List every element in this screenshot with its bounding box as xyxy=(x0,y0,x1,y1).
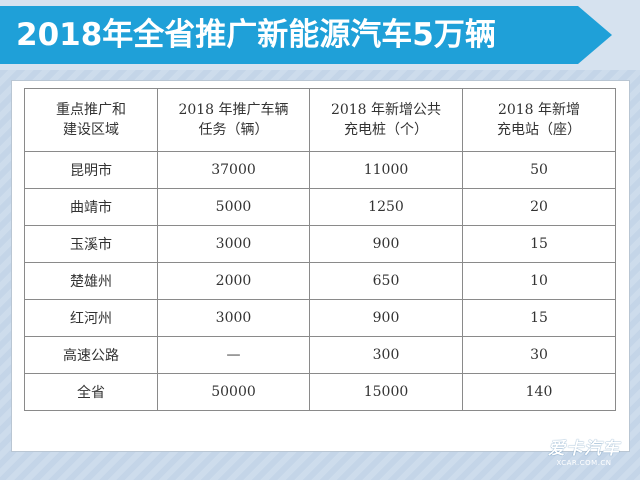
data-table: 重点推广和 建设区域 2018 年推广车辆 任务（辆） 2018 年新增公共 充… xyxy=(24,88,616,411)
cell-stations: 140 xyxy=(462,373,616,411)
cell-region: 高速公路 xyxy=(24,336,158,374)
cell-stations: 15 xyxy=(462,225,616,263)
header-line: 任务（辆） xyxy=(198,122,269,138)
table-row: 红河州 3000 900 15 xyxy=(24,299,616,337)
cell-region: 全省 xyxy=(24,373,158,411)
cell-piles: 900 xyxy=(309,299,463,337)
cell-region: 曲靖市 xyxy=(24,188,158,226)
cell-region: 红河州 xyxy=(24,299,158,337)
header-region: 重点推广和 建设区域 xyxy=(24,88,158,152)
cell-piles: 1250 xyxy=(309,188,463,226)
banner: 2018年全省推广新能源汽车5万辆 xyxy=(0,0,640,70)
cell-vehicles: 3000 xyxy=(157,225,310,263)
cell-stations: 30 xyxy=(462,336,616,374)
cell-vehicles: 5000 xyxy=(157,188,310,226)
table-header-row: 重点推广和 建设区域 2018 年推广车辆 任务（辆） 2018 年新增公共 充… xyxy=(24,88,616,152)
header-line: 重点推广和 xyxy=(56,102,126,118)
cell-region: 楚雄州 xyxy=(24,262,158,300)
cell-stations: 20 xyxy=(462,188,616,226)
header-charging-stations: 2018 年新增 充电站（座） xyxy=(462,88,616,152)
cell-stations: 15 xyxy=(462,299,616,337)
cell-piles: 15000 xyxy=(309,373,463,411)
cell-region: 昆明市 xyxy=(24,151,158,189)
cell-vehicles: — xyxy=(157,336,310,374)
table-row: 曲靖市 5000 1250 20 xyxy=(24,188,616,226)
header-line: 建设区域 xyxy=(63,122,119,138)
header-line: 2018 年推广车辆 xyxy=(178,102,289,118)
header-vehicle-target: 2018 年推广车辆 任务（辆） xyxy=(157,88,310,152)
logo-wordmark: 爱卡汽车 xyxy=(548,439,620,459)
cell-piles: 900 xyxy=(309,225,463,263)
logo-domain: XCAR.COM.CN xyxy=(556,459,612,467)
table-row: 昆明市 37000 11000 50 xyxy=(24,151,616,189)
header-line: 充电站（座） xyxy=(497,122,581,138)
header-line: 2018 年新增 xyxy=(497,102,581,118)
cell-stations: 50 xyxy=(462,151,616,189)
banner-arrow-bar xyxy=(0,6,612,64)
cell-piles: 300 xyxy=(309,336,463,374)
cell-piles: 11000 xyxy=(309,151,463,189)
page-title: 2018年全省推广新能源汽车5万辆 xyxy=(16,17,496,53)
header-line: 2018 年新增公共 xyxy=(330,102,442,118)
header-charging-piles: 2018 年新增公共 充电桩（个） xyxy=(309,88,463,152)
cell-region: 玉溪市 xyxy=(24,225,158,263)
cell-stations: 10 xyxy=(462,262,616,300)
table-row: 高速公路 — 300 30 xyxy=(24,336,616,374)
cell-vehicles: 50000 xyxy=(157,373,310,411)
cell-vehicles: 3000 xyxy=(157,299,310,337)
cell-piles: 650 xyxy=(309,262,463,300)
cell-vehicles: 2000 xyxy=(157,262,310,300)
header-line: 充电桩（个） xyxy=(344,122,428,138)
table-row-total: 全省 50000 15000 140 xyxy=(24,373,616,411)
xcar-logo: 爱卡汽车 XCAR.COM.CN xyxy=(548,434,620,467)
table-row: 楚雄州 2000 650 10 xyxy=(24,262,616,300)
table-row: 玉溪市 3000 900 15 xyxy=(24,225,616,263)
cell-vehicles: 37000 xyxy=(157,151,310,189)
